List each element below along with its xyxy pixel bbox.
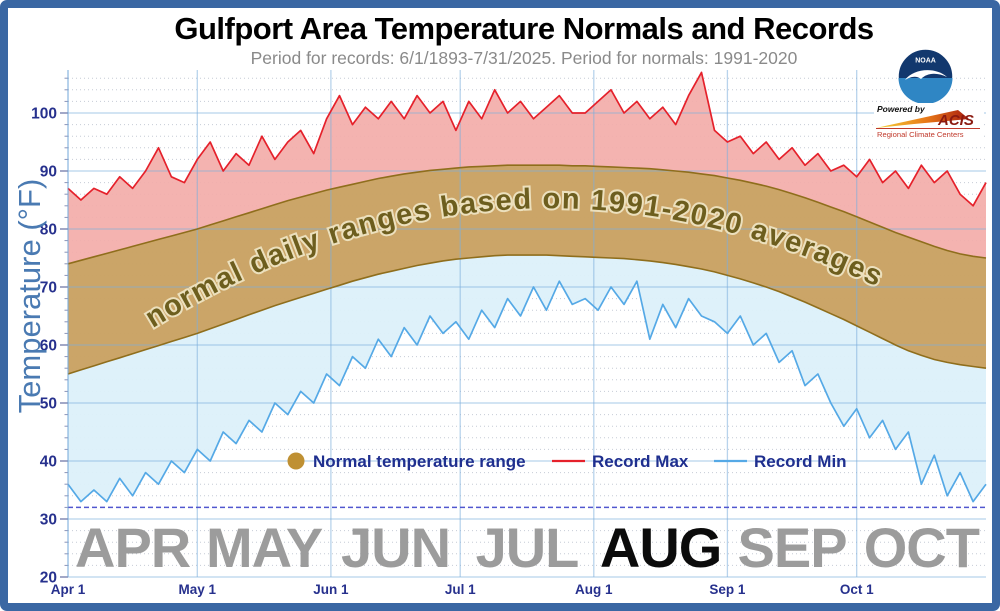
x-tick-label: Oct 1	[840, 582, 874, 597]
acis-logo: Powered by ACIS Regional Climate Centers	[874, 103, 984, 141]
legend-label: Record Max	[592, 452, 689, 471]
acis-logo-icon: Powered by ACIS Regional Climate Centers	[876, 104, 980, 139]
y-tick-label: 60	[40, 338, 57, 355]
legend-label: Normal temperature range	[313, 452, 526, 471]
month-label-oct: OCT	[864, 516, 980, 579]
major-gridlines	[67, 70, 986, 578]
acis-powered-by-text: Powered by	[877, 104, 926, 114]
y-tick-label: 50	[40, 396, 57, 413]
y-tick-label: 70	[40, 280, 57, 297]
noaa-logo-icon: NOAA	[897, 48, 954, 105]
y-tick-label: 90	[40, 164, 57, 181]
y-tick-label: 40	[40, 454, 57, 471]
month-label-jun: JUN	[341, 516, 450, 579]
noaa-logo-text: NOAA	[915, 58, 936, 65]
y-tick-label: 30	[40, 512, 57, 529]
x-tick-label: Aug 1	[575, 582, 613, 597]
legend-swatch-dot	[287, 452, 305, 470]
month-label-sep: SEP	[738, 516, 847, 579]
record-max-line	[67, 71, 987, 207]
x-tick-label: Jul 1	[445, 582, 476, 597]
acis-name-text: ACIS	[937, 112, 974, 129]
normal-low-line	[67, 254, 987, 375]
x-tick-label: Jun 1	[313, 582, 349, 597]
y-axis-title: Temperature (°F)	[12, 178, 47, 414]
month-labels: APR MAY JUN JUL AUG SEP OCT	[75, 516, 981, 579]
month-label-apr: APR	[75, 516, 191, 579]
y-tick-label: 20	[40, 570, 57, 587]
page-title: Gulfport Area Temperature Normals and Re…	[174, 11, 874, 46]
x-tick-label: May 1	[179, 582, 217, 597]
legend-label: Record Min	[754, 452, 847, 471]
x-tick-label: Apr 1	[51, 582, 86, 597]
month-label-aug: AUG	[600, 516, 721, 579]
x-tick-label: Sep 1	[709, 582, 746, 597]
axes: 20 30 40 50 60 70 80 90 100 Apr 1 May 1 Jun 1 Jul 1 A…	[31, 70, 874, 597]
normal-range-band	[68, 165, 986, 374]
record-min-area	[68, 255, 986, 502]
legend: Normal temperature range Record Max Record…	[287, 452, 847, 471]
noaa-logo: NOAA	[897, 48, 954, 105]
y-tick-label: 100	[31, 106, 57, 123]
month-label-may: MAY	[206, 516, 323, 579]
acis-tagline-text: Regional Climate Centers	[877, 130, 964, 139]
month-label-jul: JUL	[476, 516, 579, 579]
y-tick-label: 80	[40, 222, 57, 239]
page-subtitle: Period for records: 6/1/1893-7/31/2025. …	[250, 48, 798, 68]
normal-high-line	[67, 164, 987, 265]
record-min-line	[67, 280, 987, 503]
